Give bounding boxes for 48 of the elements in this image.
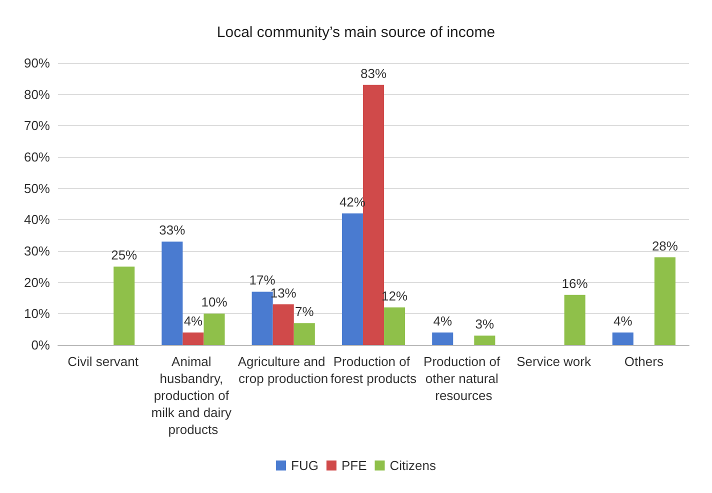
y-tick-label: 60% [24,150,50,164]
x-tick-label: Others [624,354,664,369]
x-tick-label: Service work [516,354,592,369]
data-label: 3% [475,316,495,332]
bar [432,332,454,345]
y-tick-label: 20% [24,274,50,290]
chart-title: Local community’s main source of income [216,24,496,41]
bar [182,332,204,345]
bar [204,314,225,345]
data-label: 16% [562,276,588,291]
data-label: 28% [652,238,678,254]
bar [654,257,676,345]
data-label: 4% [433,313,452,328]
data-label: 83% [360,66,387,81]
data-label: 10% [201,294,228,310]
data-label: 4% [184,313,204,328]
y-tick-label: 0% [31,338,50,352]
legend-label: Citizens [390,458,436,473]
x-tick-label: Production of other natural resources [424,354,504,403]
data-label: 25% [111,248,138,263]
bar [272,304,294,345]
x-tick-label: Production of forest products [330,354,417,386]
bar [294,323,315,345]
y-tick-label: 30% [24,244,50,258]
y-tick-label: 80% [24,86,50,102]
bar [342,213,363,345]
data-label: 7% [294,304,314,320]
bar [384,307,406,345]
legend-label: FUG [291,458,318,473]
bar [252,292,273,345]
x-tick-label: Agriculture and crop production [238,354,329,386]
x-tick-label: Civil servant [68,354,139,369]
data-label: 17% [249,272,276,288]
y-tick-label: 70% [24,118,50,134]
bar [114,266,135,345]
y-tick-label: 50% [24,180,50,196]
data-label: 13% [270,285,297,300]
y-tick-label: 90% [24,56,50,70]
bar [162,242,183,345]
y-tick-label: 10% [24,306,50,322]
y-tick-label: 40% [24,212,50,228]
bar [564,294,586,345]
x-tick-label: Animal husbandry, production of milk and dairy products [151,354,236,437]
bar [474,336,496,345]
data-label: 33% [159,222,186,238]
legend-label: PFE [341,458,368,473]
data-label: 4% [613,313,633,328]
bar [612,332,634,345]
